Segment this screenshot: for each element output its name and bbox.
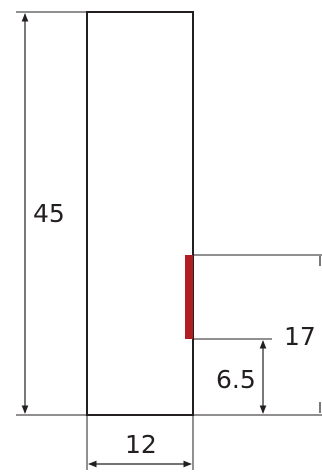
dimension-label-marker-top: 17 (284, 322, 316, 351)
dimension-label-height: 45 (33, 199, 65, 228)
dimension-label-width: 12 (125, 430, 157, 459)
dimension-label-marker-offset: 6.5 (216, 365, 256, 394)
part-body (86, 11, 194, 416)
marker-strip (185, 255, 193, 339)
